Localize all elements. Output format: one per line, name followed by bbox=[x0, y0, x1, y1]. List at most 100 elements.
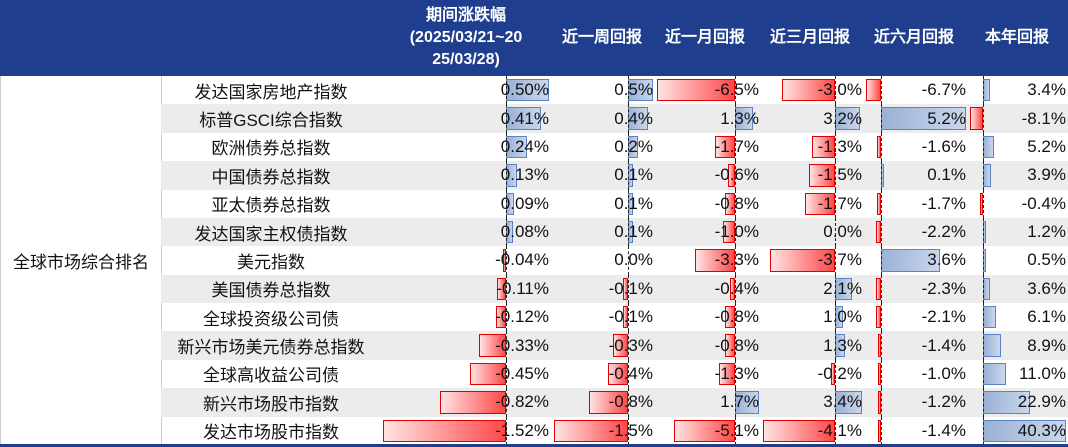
cell-month: -1.7% bbox=[655, 132, 761, 162]
table-row: 美元指数 -0.04% 0.0% -3.3% -3.7% 3.6% 0.5% bbox=[161, 246, 1068, 275]
cell-week: -0.3% bbox=[552, 331, 655, 360]
row-name: 美元指数 bbox=[237, 252, 305, 272]
negative-bar bbox=[805, 192, 835, 215]
value-label: 0.08% bbox=[500, 222, 549, 242]
zero-axis-line bbox=[983, 189, 984, 218]
value-label: -1.5% bbox=[817, 165, 862, 185]
value-label: -1.7% bbox=[714, 136, 759, 156]
zero-axis-line bbox=[881, 331, 882, 360]
zero-axis-line bbox=[735, 104, 736, 133]
cell-3month: 0.0% bbox=[761, 217, 864, 247]
cell-week: 0.1% bbox=[552, 189, 655, 218]
table-row: 亚太债券总指数 0.09% 0.1% -0.8% -1.7% -1.7% -0.4% bbox=[161, 189, 1068, 218]
table-row: 新兴市场股市指数 -0.82% -0.8% 1.7% 3.4% -1.2% 22.9% bbox=[161, 388, 1068, 417]
zero-axis-line bbox=[506, 246, 507, 275]
value-label: 1.3% bbox=[720, 108, 759, 128]
cell-ytd: 8.9% bbox=[968, 331, 1068, 360]
negative-bar bbox=[613, 334, 628, 357]
zero-axis-line bbox=[735, 246, 736, 275]
negative-bar bbox=[980, 192, 983, 215]
cell-period: -0.82% bbox=[381, 388, 551, 417]
zero-axis-line bbox=[735, 217, 736, 247]
cell-month: -1.0% bbox=[655, 217, 761, 247]
negative-bar bbox=[623, 277, 628, 301]
cell-ytd: 3.4% bbox=[968, 76, 1068, 105]
zero-axis-line bbox=[881, 132, 882, 162]
row-name: 标普GSCI综合指数 bbox=[199, 111, 343, 131]
negative-bar bbox=[479, 334, 506, 357]
cell-period: 0.13% bbox=[381, 161, 551, 190]
row-name: 亚太债券总指数 bbox=[211, 196, 331, 216]
value-label: -1.3% bbox=[714, 363, 759, 383]
cell-week: -0.4% bbox=[552, 359, 655, 389]
zero-axis-line bbox=[881, 217, 882, 247]
zero-axis-line bbox=[628, 416, 629, 445]
zero-axis-line bbox=[506, 76, 507, 105]
row-name: 发达国家房地产指数 bbox=[194, 82, 348, 102]
table-row: 发达国家主权债指数 0.08% 0.1% -1.0% 0.0% -2.2% 1.2% bbox=[161, 217, 1068, 247]
value-label: -1.2% bbox=[921, 392, 966, 412]
value-label: -4.1% bbox=[817, 420, 862, 440]
table-row: 新兴市场美元债券总指数 -0.33% -0.3% -0.8% 1.3% -1.4% 8.9% bbox=[161, 331, 1068, 360]
negative-bar bbox=[876, 306, 881, 329]
header-col-3month: 近三月回报 bbox=[769, 29, 850, 46]
zero-axis-line bbox=[735, 359, 736, 389]
negative-bar bbox=[877, 135, 881, 159]
zero-axis-line bbox=[628, 104, 629, 133]
zero-axis-line bbox=[735, 132, 736, 162]
value-label: -0.4% bbox=[714, 278, 759, 298]
zero-axis-line bbox=[628, 161, 629, 190]
zero-axis-line bbox=[628, 359, 629, 389]
zero-axis-line bbox=[506, 303, 507, 332]
cell-period: -1.52% bbox=[381, 416, 551, 445]
negative-bar bbox=[497, 277, 506, 301]
row-name: 发达国家主权债指数 bbox=[194, 224, 348, 244]
zero-axis-line bbox=[881, 189, 882, 218]
cell-month: -1.3% bbox=[655, 359, 761, 389]
zero-axis-line bbox=[835, 161, 836, 190]
cell-6month: -1.2% bbox=[864, 388, 968, 417]
cell-ytd: 40.3% bbox=[968, 416, 1068, 445]
negative-bar bbox=[725, 192, 735, 215]
negative-bar bbox=[725, 306, 735, 329]
zero-axis-line bbox=[628, 274, 629, 304]
cell-month: -0.8% bbox=[655, 331, 761, 360]
cell-6month: 0.1% bbox=[864, 161, 968, 190]
cell-3month: -0.2% bbox=[761, 359, 864, 389]
cell-6month: -2.3% bbox=[864, 274, 968, 304]
zero-axis-line bbox=[835, 274, 836, 304]
cell-month: -6.5% bbox=[655, 76, 761, 105]
header-period-range-line2: 25/03/28) bbox=[432, 51, 500, 68]
negative-bar bbox=[866, 79, 881, 102]
zero-axis-line bbox=[881, 161, 882, 190]
zero-axis-line bbox=[983, 217, 984, 247]
value-label: -0.11% bbox=[496, 278, 549, 298]
negative-bar bbox=[383, 419, 506, 442]
value-label: 0.4% bbox=[614, 108, 653, 128]
cell-3month: -1.3% bbox=[761, 132, 864, 162]
zero-axis-line bbox=[506, 416, 507, 445]
value-label: -1.7% bbox=[817, 193, 862, 213]
cell-period: -0.45% bbox=[381, 359, 551, 389]
zero-axis-line bbox=[881, 359, 882, 389]
value-label: 3.4% bbox=[823, 392, 862, 412]
cell-6month: -1.7% bbox=[864, 189, 968, 218]
header-col-month: 近一月回报 bbox=[664, 29, 745, 46]
cell-month: -0.4% bbox=[655, 274, 761, 304]
value-label: 0.09% bbox=[500, 193, 549, 213]
row-name: 美国债券总指数 bbox=[211, 281, 331, 301]
zero-axis-line bbox=[983, 359, 984, 389]
negative-bar bbox=[763, 419, 835, 442]
cell-month: -3.3% bbox=[655, 246, 761, 275]
value-label: 0.41% bbox=[500, 108, 549, 128]
value-label: -0.1% bbox=[608, 278, 653, 298]
value-label: 0.1% bbox=[927, 165, 966, 185]
cell-month: 1.7% bbox=[655, 388, 761, 417]
zero-axis-line bbox=[506, 189, 507, 218]
negative-bar bbox=[623, 306, 628, 329]
value-label: -0.8% bbox=[714, 193, 759, 213]
cell-3month: -1.7% bbox=[761, 189, 864, 218]
header-col-6month: 近六月回报 bbox=[873, 29, 954, 46]
cell-week: 0.4% bbox=[552, 104, 655, 133]
